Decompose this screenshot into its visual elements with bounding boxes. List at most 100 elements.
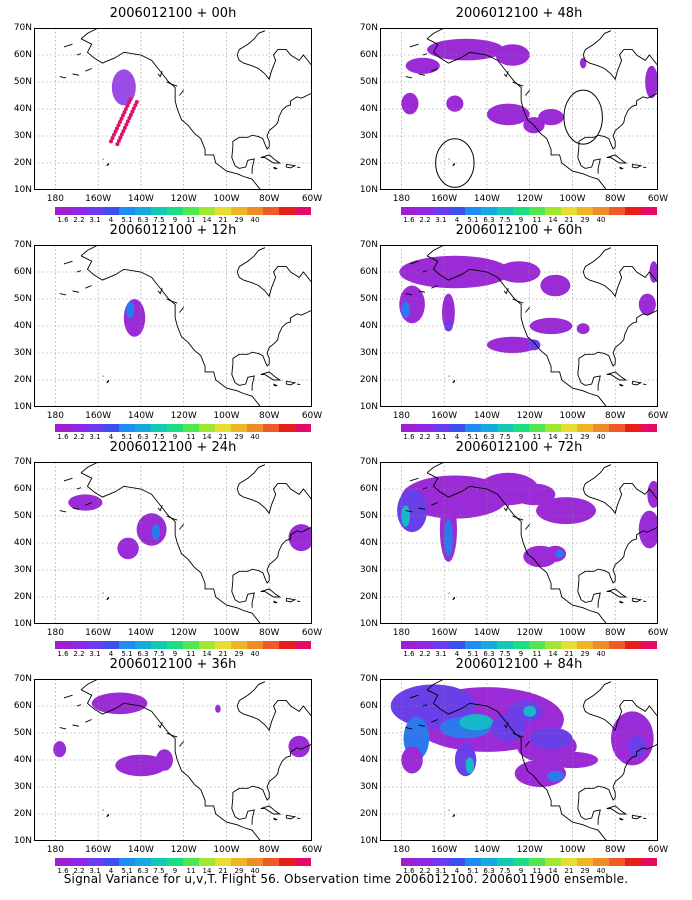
x-axis-label: 140W	[127, 845, 154, 855]
coastline	[231, 363, 255, 391]
colorbar-label: 11	[186, 216, 196, 224]
variance-contour	[538, 109, 564, 126]
variance-contour	[111, 69, 136, 106]
y-axis-label: 20N	[13, 158, 32, 168]
coastline	[232, 90, 312, 150]
colorbar-swatch	[609, 424, 625, 432]
x-axis-label: 160W	[85, 194, 112, 204]
flight-track-point	[116, 138, 121, 143]
x-axis-label: 180	[392, 194, 410, 204]
colorbar-swatch	[87, 424, 103, 432]
colorbar-swatch	[71, 641, 87, 649]
y-axis-label: 20N	[13, 809, 32, 819]
colorbar-swatch	[513, 207, 529, 215]
coastline	[405, 727, 413, 730]
y-axis-label: 40N	[359, 104, 378, 114]
coastline	[72, 507, 80, 510]
colorbar-label: 29	[234, 867, 244, 875]
y-axis-label: 70N	[359, 674, 378, 684]
coastline	[232, 307, 312, 367]
colorbar-swatch	[417, 858, 433, 866]
colorbar-label: 4	[108, 216, 114, 224]
colorbar-label: 1.6	[57, 433, 69, 441]
colorbar-swatch	[263, 641, 279, 649]
y-axis-label: 60N	[13, 484, 32, 494]
colorbar-label: 2.2	[73, 216, 85, 224]
x-axis-label: 120W	[170, 845, 197, 855]
colorbar-swatch	[609, 641, 625, 649]
y-axis-label: 40N	[13, 321, 32, 331]
colorbar-swatch	[593, 424, 609, 432]
colorbar-swatch	[497, 424, 513, 432]
colorbar-swatch	[199, 207, 215, 215]
coastline	[273, 166, 278, 170]
coastline	[642, 600, 647, 603]
colorbar-label: 5.1	[467, 650, 479, 658]
coastline	[63, 477, 73, 482]
colorbar-label: 7.5	[499, 216, 511, 224]
colorbar-label: 21	[218, 216, 228, 224]
colorbar-label: 2.2	[419, 650, 431, 658]
coastline	[236, 700, 312, 733]
y-axis-label: 50N	[13, 511, 32, 521]
variance-contour	[155, 749, 173, 771]
colorbar-swatch	[55, 424, 71, 432]
coastline	[285, 380, 297, 386]
variance-contour	[529, 727, 573, 750]
colorbar-swatch	[215, 424, 231, 432]
coastline	[512, 81, 524, 87]
coastline	[409, 43, 419, 48]
colorbar-swatch	[417, 424, 433, 432]
x-axis-label: 160W	[85, 411, 112, 421]
coastline	[63, 260, 73, 265]
colorbar-swatch	[247, 207, 263, 215]
flight-track-point	[108, 139, 113, 144]
colorbar-label: 40	[250, 867, 260, 875]
coastline	[236, 483, 312, 516]
colorbar-swatch	[641, 424, 657, 432]
map-panel: 2006012100 + 24h 70N 60N 50N 40N 30N 20N 10N 180…	[0, 438, 346, 658]
coastline	[512, 515, 524, 521]
colorbar-swatch	[529, 641, 545, 649]
colorbar-label: 9	[172, 433, 178, 441]
flight-track-point	[124, 122, 129, 127]
colorbar-label: 21	[218, 650, 228, 658]
map-area	[380, 245, 658, 407]
colorbar	[401, 641, 657, 649]
coastline	[232, 741, 312, 801]
colorbar-label: 7.5	[153, 867, 165, 875]
coastline	[582, 266, 658, 299]
x-axis-label: 120W	[516, 845, 543, 855]
coastline	[80, 679, 163, 691]
coastline	[106, 813, 110, 818]
map-panel: 2006012100 + 84h 70N 60N 50N 40N 30N 20N 10N 180…	[346, 655, 692, 875]
colorbar-swatch	[279, 641, 295, 649]
colorbar-swatch	[119, 424, 135, 432]
colorbar-swatch	[183, 858, 199, 866]
coastline	[631, 380, 643, 386]
coastline	[85, 68, 92, 72]
coastline	[525, 306, 531, 313]
map-area	[34, 245, 312, 407]
colorbar-swatch	[135, 641, 151, 649]
coastline	[426, 679, 509, 691]
x-axis-label: 60W	[647, 628, 669, 638]
variance-contour	[405, 57, 440, 74]
variance-contour	[527, 339, 541, 351]
coastline	[642, 383, 647, 386]
colorbar-label: 3.1	[89, 867, 101, 875]
coastline	[72, 724, 80, 727]
colorbar-swatch	[449, 424, 465, 432]
coastline	[80, 245, 163, 257]
y-axis-label: 20N	[359, 158, 378, 168]
colorbar-label: 14	[548, 216, 558, 224]
colorbar-label: 4	[454, 650, 460, 658]
variance-contour	[546, 770, 564, 782]
variance-contour	[486, 103, 530, 126]
colorbar-label: 4	[108, 867, 114, 875]
colorbar-swatch	[167, 641, 183, 649]
coastline	[273, 383, 278, 387]
coastline	[236, 30, 266, 56]
coastline	[166, 732, 178, 738]
colorbar-swatch	[247, 424, 263, 432]
